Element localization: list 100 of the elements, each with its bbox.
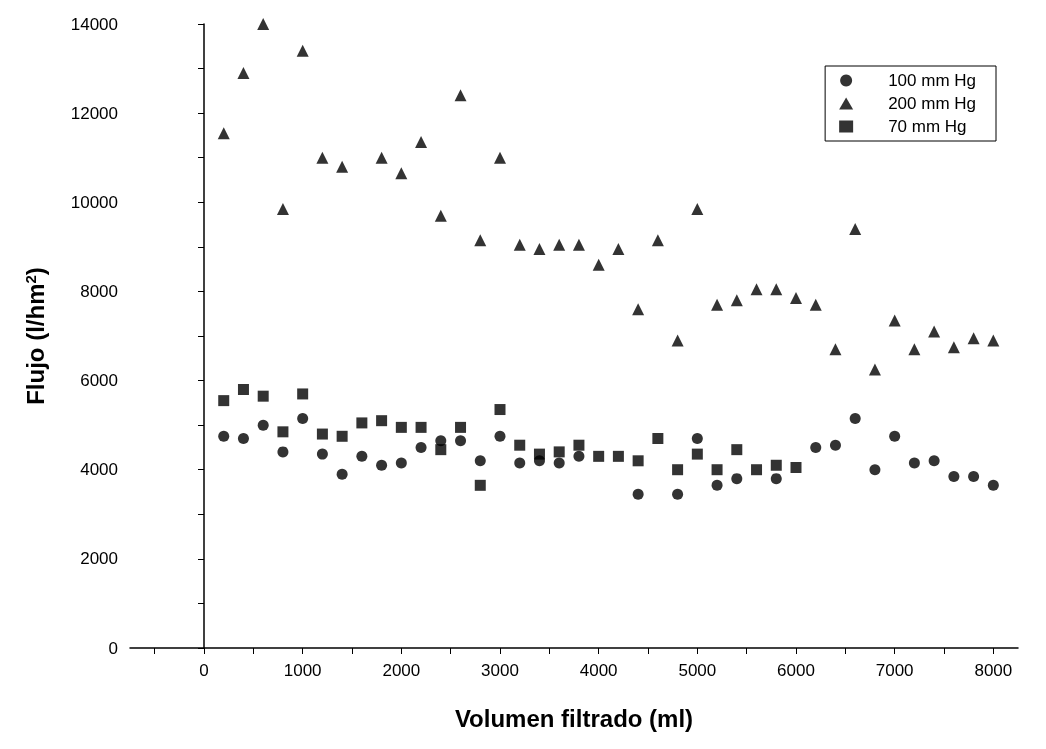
legend-label: 100 mm Hg: [888, 71, 977, 90]
point: [455, 421, 467, 433]
point: [731, 444, 743, 456]
point: [395, 457, 407, 469]
point: [671, 334, 684, 347]
x-tick-label: 1000: [283, 661, 322, 680]
point: [592, 258, 605, 271]
point: [356, 450, 368, 462]
point: [218, 430, 230, 442]
point: [790, 461, 802, 473]
point: [691, 448, 703, 460]
point: [276, 202, 289, 215]
point: [297, 412, 309, 424]
point: [593, 450, 605, 462]
point: [434, 209, 447, 222]
point: [395, 167, 408, 180]
point: [651, 234, 664, 247]
point: [948, 470, 960, 482]
point: [967, 332, 980, 345]
point: [474, 479, 486, 491]
point: [316, 151, 329, 164]
point: [415, 136, 428, 149]
y-tick-label: 12000: [70, 103, 118, 123]
point: [435, 444, 447, 456]
point: [297, 388, 309, 400]
point: [750, 283, 763, 296]
point: [513, 238, 526, 251]
x-tick-label: 8000: [974, 661, 1013, 680]
point: [356, 417, 368, 429]
point: [474, 234, 487, 247]
point: [514, 457, 526, 469]
point: [632, 455, 644, 467]
point: [237, 67, 250, 80]
point: [277, 446, 289, 458]
y-tick-label: 4000: [80, 460, 118, 480]
point: [632, 488, 644, 500]
point: [553, 457, 565, 469]
point: [415, 421, 427, 433]
point: [987, 479, 999, 491]
point: [533, 448, 545, 460]
point: [316, 448, 328, 460]
point: [237, 433, 249, 445]
point: [770, 283, 783, 296]
legend-label: 200 mm Hg: [888, 94, 977, 113]
point: [868, 363, 881, 376]
point: [711, 464, 723, 476]
point: [572, 238, 585, 251]
point: [889, 430, 901, 442]
point: [968, 470, 980, 482]
point: [573, 450, 585, 462]
x-tick-label: 4000: [579, 661, 618, 680]
point: [691, 433, 703, 445]
point: [336, 430, 348, 442]
point: [672, 464, 684, 476]
x-tick-label: 3000: [481, 661, 519, 680]
point: [573, 439, 585, 451]
point: [395, 421, 407, 433]
legend-label: 70 mm Hg: [888, 117, 967, 136]
point: [829, 343, 842, 356]
point: [632, 303, 645, 316]
y-axis-title: Flujo (l/hm2): [22, 267, 49, 405]
y-tick-label: 6000: [80, 371, 118, 391]
y-tick-label: 14000: [70, 14, 118, 34]
point: [277, 426, 289, 438]
point: [751, 464, 763, 476]
point: [514, 439, 526, 451]
y-tick-label: 10000: [70, 192, 118, 212]
point: [947, 341, 960, 354]
point: [218, 395, 230, 407]
point: [553, 446, 565, 458]
point: [730, 294, 743, 307]
point: [770, 459, 782, 471]
point: [336, 160, 349, 173]
point: [987, 334, 1000, 347]
x-tick-label: 7000: [875, 661, 914, 680]
point: [257, 390, 269, 402]
point: [296, 44, 309, 57]
point: [375, 151, 388, 164]
point: [257, 18, 270, 30]
point: [888, 314, 901, 327]
point: [553, 238, 566, 251]
point: [928, 325, 941, 338]
y-tick-label: 2000: [80, 549, 118, 569]
x-tick-label: 5000: [678, 661, 717, 680]
point: [376, 459, 388, 471]
point: [711, 298, 724, 311]
x-tick-label: 6000: [777, 661, 815, 680]
point: [672, 488, 684, 500]
point: [612, 450, 624, 462]
point: [257, 419, 269, 431]
point: [217, 127, 230, 140]
point: [711, 479, 723, 491]
x-tick-label: 0: [199, 661, 209, 680]
point: [908, 457, 920, 469]
point: [652, 433, 664, 445]
point: [494, 151, 506, 164]
point: [731, 473, 743, 485]
point: [455, 435, 467, 447]
point: [691, 202, 704, 215]
point: [376, 415, 388, 427]
